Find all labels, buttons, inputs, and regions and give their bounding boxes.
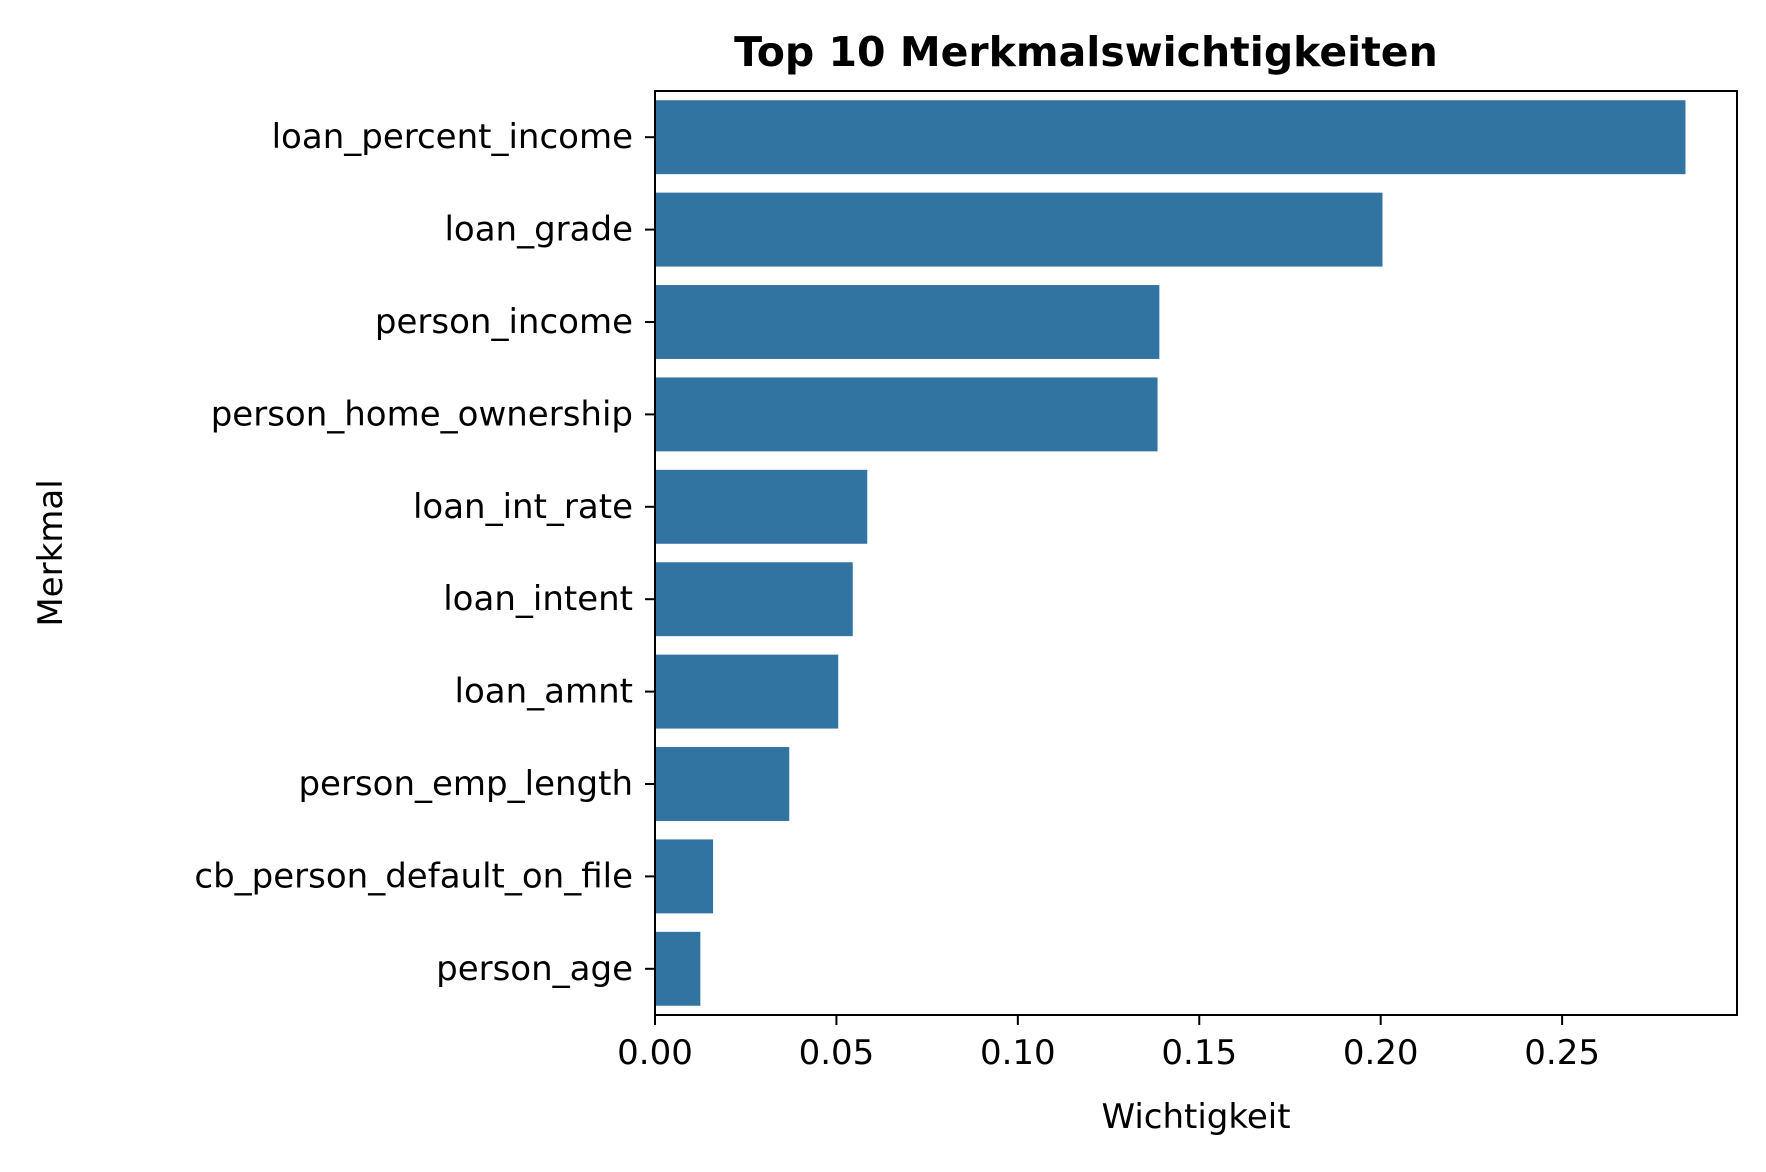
x-tick-label: 0.10	[980, 1033, 1056, 1073]
x-axis: 0.00 0.05 0.10 0.15 0.20 0.25	[617, 1015, 1600, 1073]
y-axis: loan_percent_income loan_grade person_inco…	[194, 117, 655, 989]
bar-loan_intent	[655, 562, 853, 637]
bar-loan_int_rate	[655, 469, 868, 544]
bar-loan_percent_income	[655, 100, 1686, 175]
y-tick-label: loan_intent	[443, 579, 633, 619]
bar-person_emp_length	[655, 747, 790, 821]
y-tick-label: loan_amnt	[455, 672, 633, 712]
x-tick-label: 0.00	[617, 1033, 693, 1073]
bar-loan_amnt	[655, 654, 839, 729]
y-tick-label: loan_percent_income	[272, 117, 633, 157]
x-axis-label: Wichtigkeit	[1101, 1097, 1290, 1137]
x-tick-label: 0.20	[1343, 1033, 1419, 1073]
y-tick-label: cb_person_default_on_file	[194, 856, 633, 896]
bar-person_income	[655, 285, 1160, 359]
x-tick-label: 0.15	[1161, 1033, 1237, 1073]
bar-cb_person_default_on_file	[655, 839, 714, 914]
y-tick-label: person_income	[375, 302, 633, 342]
x-tick-label: 0.05	[799, 1033, 875, 1073]
y-tick-label: loan_int_rate	[413, 487, 633, 527]
y-tick-label: person_age	[436, 949, 633, 989]
y-tick-label: person_home_ownership	[211, 394, 633, 434]
bars-layer	[655, 100, 1686, 1006]
plot-frame	[654, 90, 1738, 1016]
x-tick-label: 0.25	[1524, 1033, 1600, 1073]
bar-person_age	[655, 931, 701, 1006]
y-tick-label: person_emp_length	[298, 764, 633, 804]
y-tick-label: loan_grade	[444, 210, 633, 250]
y-axis-label: Merkmal	[31, 479, 71, 626]
bar-person_home_ownership	[655, 377, 1158, 452]
chart-title: Top 10 Merkmalswichtigkeiten	[734, 28, 1438, 76]
bar-loan_grade	[655, 192, 1383, 267]
